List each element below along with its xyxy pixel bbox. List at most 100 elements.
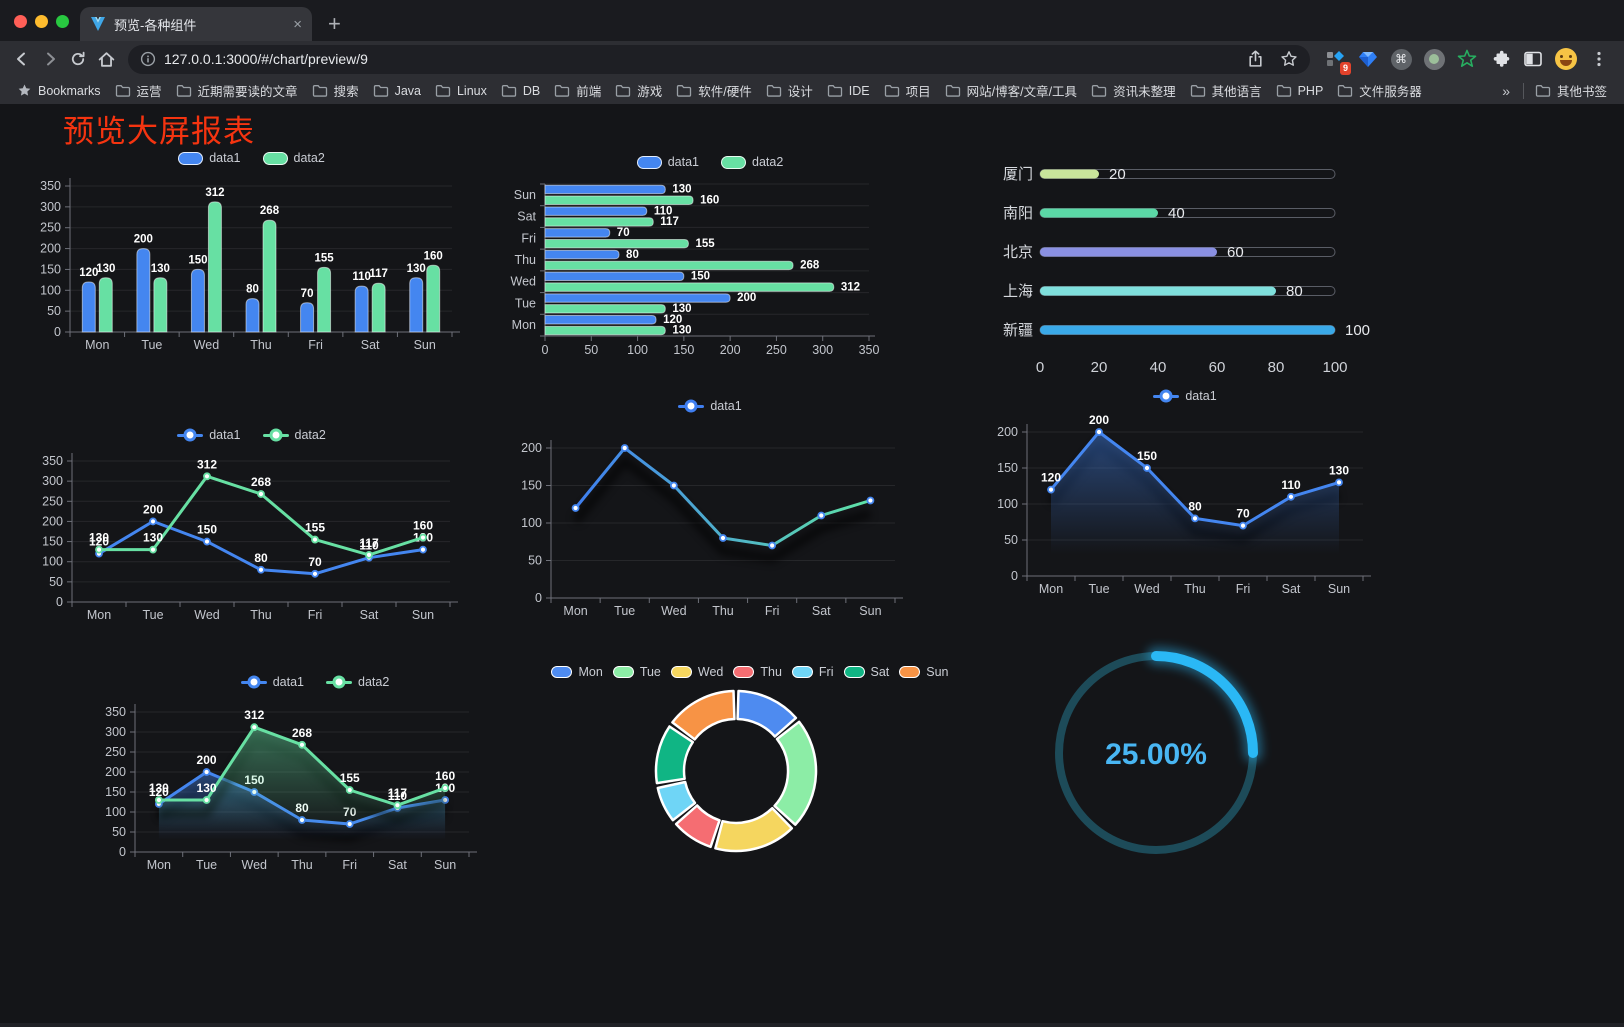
browser-tab[interactable]: 预览-各种组件 × [80, 7, 312, 41]
bar[interactable] [371, 282, 386, 333]
legend-item[interactable]: Mon [551, 665, 603, 679]
legend-item[interactable]: data1 [240, 675, 304, 689]
bar[interactable] [300, 302, 315, 333]
pie-slice-Sun[interactable] [671, 689, 736, 741]
legend-item[interactable]: data2 [326, 675, 389, 689]
bar[interactable] [544, 271, 685, 282]
bar[interactable] [81, 281, 96, 333]
bookmark-folder[interactable]: 搜索 [305, 78, 366, 103]
bar[interactable] [544, 249, 620, 260]
site-info-icon[interactable] [140, 51, 156, 67]
extension-grid-diamond-icon[interactable]: 9 [1324, 48, 1351, 75]
profile-avatar[interactable] [1555, 48, 1577, 70]
bookmarks-overflow-chevron[interactable]: » [1502, 82, 1510, 99]
legend-item[interactable]: data1 [1153, 389, 1217, 403]
bookmark-folder[interactable]: Linux [428, 81, 494, 101]
side-panel-icon[interactable] [1522, 48, 1544, 70]
legend-item[interactable]: data1 [636, 155, 699, 169]
bookmark-folder[interactable]: 游戏 [608, 78, 669, 103]
bookmark-folder[interactable]: 资讯未整理 [1084, 78, 1183, 103]
bookmark-star-icon[interactable] [1280, 50, 1298, 68]
gauge-progress-arc[interactable] [1151, 651, 1258, 758]
bookmark-folder[interactable]: 运营 [108, 78, 169, 103]
legend-item[interactable]: data2 [262, 151, 325, 165]
bookmark-folder[interactable]: 前端 [547, 78, 608, 103]
bar[interactable] [544, 206, 648, 216]
bookmarks-root[interactable]: Bookmarks [10, 80, 108, 101]
extension-command-icon[interactable]: ⌘ [1390, 48, 1412, 70]
bookmark-folder[interactable]: 设计 [759, 78, 820, 103]
bar[interactable] [136, 248, 151, 333]
progress-fill[interactable] [1040, 169, 1099, 179]
legend-item[interactable]: Sat [843, 665, 889, 679]
legend-item[interactable]: Wed [670, 665, 723, 679]
bookmark-folder[interactable]: 项目 [877, 78, 938, 103]
extension-green-star-icon[interactable] [1456, 48, 1478, 70]
legend-item[interactable]: Thu [733, 665, 782, 679]
bar[interactable] [544, 195, 694, 205]
tab-close-icon[interactable]: × [293, 15, 302, 33]
bar[interactable] [544, 217, 654, 227]
browser-menu-icon[interactable] [1588, 48, 1610, 70]
bookmark-folder[interactable]: 其他语言 [1183, 78, 1269, 103]
url-bar[interactable]: 127.0.0.1:3000/#/chart/preview/9 [128, 44, 1310, 74]
bar[interactable] [544, 260, 794, 271]
progress-fill[interactable] [1040, 325, 1335, 335]
share-icon[interactable] [1247, 50, 1264, 68]
pie-slice-Wed[interactable] [714, 806, 794, 853]
progress-fill[interactable] [1040, 247, 1217, 257]
progress-fill[interactable] [1040, 208, 1158, 218]
fullscreen-window-button[interactable] [56, 15, 69, 28]
other-bookmarks[interactable]: 其他书签 [1528, 78, 1614, 103]
bar[interactable] [544, 282, 835, 292]
pie-slice-Thu[interactable] [674, 804, 721, 849]
extension-record-icon[interactable] [1423, 48, 1445, 70]
legend-item[interactable]: data1 [178, 151, 241, 165]
bar[interactable] [544, 325, 666, 336]
bar[interactable] [354, 285, 369, 333]
bar[interactable] [98, 277, 113, 333]
bookmark-folder[interactable]: 近期需要读的文章 [169, 78, 305, 103]
bar[interactable] [544, 293, 731, 303]
back-button[interactable] [8, 45, 36, 73]
bar[interactable] [426, 264, 441, 333]
bar[interactable] [409, 277, 424, 333]
bar[interactable] [317, 266, 332, 333]
progress-fill[interactable] [1040, 286, 1276, 296]
bookmark-folder[interactable]: PHP [1269, 81, 1331, 101]
bar[interactable] [544, 238, 689, 249]
home-button[interactable] [92, 45, 120, 73]
legend-item[interactable]: data1 [678, 399, 742, 413]
bookmark-folder[interactable]: DB [494, 81, 547, 101]
bar[interactable] [245, 298, 260, 333]
bookmark-folder[interactable]: 网站/博客/文章/工具 [938, 78, 1084, 103]
bar[interactable] [153, 277, 168, 333]
bookmark-folder[interactable]: 文件服务器 [1330, 78, 1429, 103]
legend-item[interactable]: data2 [721, 155, 783, 169]
bookmark-folder[interactable]: Java [366, 81, 428, 101]
bar[interactable] [544, 228, 611, 238]
new-tab-button[interactable]: + [328, 11, 341, 36]
bar[interactable] [262, 219, 277, 333]
bookmark-folder[interactable]: IDE [820, 81, 877, 101]
legend-item[interactable]: Fri [791, 665, 834, 679]
legend-item[interactable]: Tue [612, 665, 661, 679]
legend-item[interactable]: Sun [899, 665, 949, 679]
extensions-puzzle-icon[interactable] [1489, 48, 1511, 70]
minimize-window-button[interactable] [35, 15, 48, 28]
pie-slice-Sat[interactable] [654, 725, 695, 785]
pie-slice-Tue[interactable] [773, 720, 818, 826]
legend-item[interactable]: data2 [262, 428, 326, 442]
bar[interactable] [190, 268, 205, 333]
bar[interactable] [544, 184, 666, 195]
legend-item[interactable]: data1 [177, 428, 241, 442]
reload-button[interactable] [64, 45, 92, 73]
extension-gem-icon[interactable] [1357, 48, 1379, 70]
bar[interactable] [207, 201, 222, 333]
bar[interactable] [544, 304, 666, 314]
bar[interactable] [544, 315, 657, 325]
forward-button[interactable] [36, 45, 64, 73]
pie-slice-Mon[interactable] [736, 689, 798, 738]
pie-slice-Fri[interactable] [656, 780, 697, 822]
close-window-button[interactable] [14, 15, 27, 28]
